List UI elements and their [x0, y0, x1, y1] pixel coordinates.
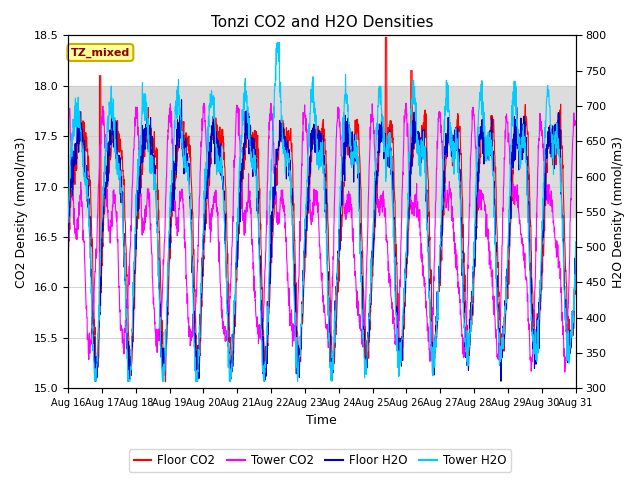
Y-axis label: CO2 Density (mmol/m3): CO2 Density (mmol/m3)	[15, 136, 28, 288]
Legend: Floor CO2, Tower CO2, Floor H2O, Tower H2O: Floor CO2, Tower CO2, Floor H2O, Tower H…	[129, 449, 511, 472]
Y-axis label: H2O Density (mmol/m3): H2O Density (mmol/m3)	[612, 136, 625, 288]
Text: TZ_mixed: TZ_mixed	[71, 48, 130, 58]
Title: Tonzi CO2 and H2O Densities: Tonzi CO2 and H2O Densities	[211, 15, 433, 30]
Bar	[68, 86, 575, 217]
X-axis label: Time: Time	[307, 414, 337, 427]
